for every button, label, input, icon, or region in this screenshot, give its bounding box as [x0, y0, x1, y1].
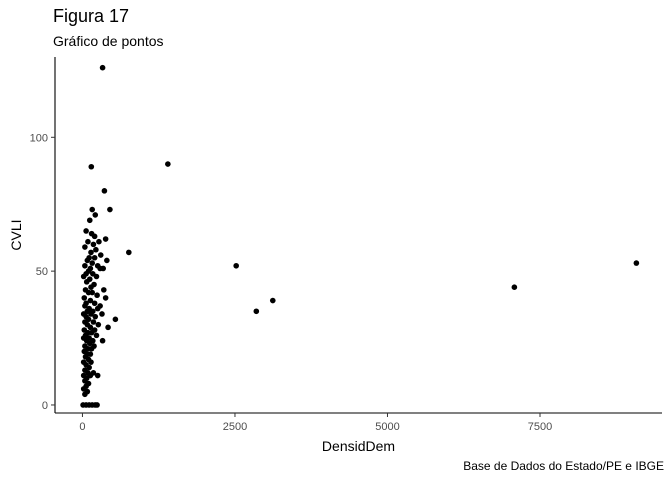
data-point: [101, 188, 108, 194]
data-point: [102, 295, 109, 301]
data-point: [86, 340, 93, 347]
data-point: [87, 351, 94, 357]
data-point: [99, 311, 105, 317]
data-points: [80, 64, 640, 408]
data-point: [88, 311, 94, 317]
data-point: [91, 233, 98, 240]
data-point: [107, 206, 113, 213]
axes: [54, 57, 662, 414]
data-point: [97, 252, 104, 258]
data-point: [87, 297, 94, 304]
x-tick-label: 0: [79, 421, 85, 433]
data-point: [81, 295, 88, 301]
data-point: [96, 238, 102, 245]
data-point: [89, 289, 96, 296]
data-point: [82, 262, 88, 269]
y-tick-label: 100: [30, 132, 48, 144]
data-point: [126, 249, 132, 256]
data-point: [269, 297, 276, 304]
data-point: [94, 292, 100, 299]
data-point: [165, 161, 171, 167]
chart-title: Figura 17: [53, 6, 130, 26]
data-point: [82, 303, 88, 309]
data-point: [91, 254, 98, 261]
data-point: [94, 305, 101, 312]
data-point: [80, 273, 87, 280]
data-point: [91, 300, 98, 307]
data-point: [90, 241, 97, 248]
data-point: [88, 359, 94, 365]
x-tick-label: 5000: [375, 421, 399, 433]
data-point: [83, 228, 89, 234]
data-point: [82, 244, 88, 250]
data-point: [86, 364, 92, 371]
data-point: [633, 260, 640, 266]
chart-caption: Base de Dados do Estado/PE e IBGE: [463, 459, 664, 473]
data-point: [104, 257, 110, 264]
chart-subtitle: Gráfico de pontos: [53, 33, 164, 49]
data-point: [89, 206, 96, 213]
data-point: [93, 273, 100, 280]
data-point: [233, 262, 239, 269]
data-point: [94, 402, 100, 408]
data-point: [101, 287, 107, 293]
data-point: [93, 332, 100, 339]
data-point: [90, 319, 97, 325]
data-point: [84, 257, 91, 264]
x-tick-label: 7500: [528, 421, 552, 433]
data-point: [82, 391, 88, 398]
data-point: [88, 249, 94, 256]
data-point: [93, 246, 99, 253]
x-axis-title: DensidDem: [322, 438, 395, 454]
data-point: [95, 321, 102, 328]
x-ticks: 0 2500 5000 7500: [79, 413, 552, 433]
data-point: [92, 313, 99, 320]
x-tick-label: 2500: [223, 421, 247, 433]
data-point: [88, 329, 95, 336]
y-tick-label: 0: [42, 400, 48, 412]
data-point: [105, 324, 111, 331]
data-point: [102, 236, 109, 242]
data-point: [100, 265, 106, 272]
data-point: [511, 284, 518, 290]
data-point: [92, 212, 99, 218]
data-point: [86, 217, 93, 224]
data-point: [88, 163, 95, 170]
data-point: [112, 316, 119, 323]
data-point: [87, 324, 94, 331]
data-point: [94, 372, 101, 379]
data-point: [88, 284, 94, 290]
data-point: [253, 308, 260, 315]
data-point: [83, 279, 90, 285]
data-point: [99, 64, 106, 71]
y-tick-label: 50: [36, 266, 48, 278]
y-ticks: 0 50 100: [30, 132, 55, 412]
data-point: [89, 260, 96, 266]
data-point: [88, 345, 95, 352]
data-point: [99, 337, 106, 344]
data-point: [85, 238, 91, 245]
y-axis-title: CVLI: [8, 219, 24, 250]
